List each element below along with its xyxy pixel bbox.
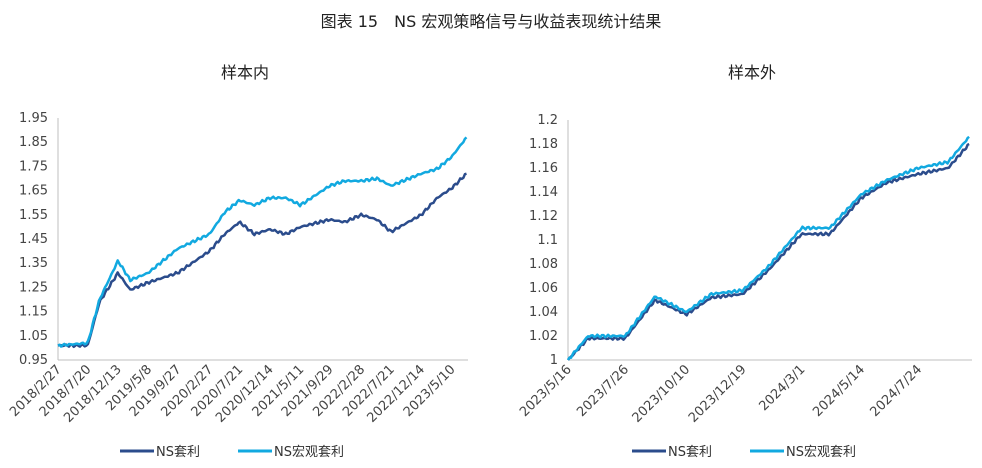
y-tick-label: 1.25 (19, 280, 48, 295)
y-tick-label: 1.95 (19, 111, 48, 126)
y-tick-label: 1.05 (19, 329, 48, 344)
y-tick-label: 1.08 (529, 257, 558, 272)
y-tick-label: 0.95 (19, 353, 48, 368)
y-tick-label: 1.15 (19, 305, 48, 320)
y-tick-label: 1.85 (19, 135, 48, 150)
x-tick-label: 2023/5/16 (517, 362, 575, 420)
chart-1: 样本内 0.95 1.05 1.15 1.25 1.35 1.45 1.55 1.65 1.75 1… (7, 63, 468, 460)
series-line-ns-arb (57, 172, 467, 349)
series-line-ns-arb (567, 142, 970, 361)
y-tick-label: 1.35 (19, 256, 48, 271)
chart-title: 样本内 (221, 63, 269, 82)
legend-label: NS宏观套利 (274, 444, 344, 460)
y-tick-label: 1.04 (529, 305, 558, 320)
chart-2: 样本外 1 1.02 1.04 1.06 1.08 1.1 1.12 1.14 1.16 1.18 1… (517, 63, 972, 460)
chart-title: 样本外 (728, 63, 776, 82)
y-tick-label: 1.45 (19, 232, 48, 247)
series-line-ns-macro-arb (57, 136, 468, 348)
legend-label: NS宏观套利 (786, 444, 856, 460)
x-tick-label: 2023/12/19 (686, 362, 750, 426)
y-tick-label: 1.06 (529, 281, 558, 296)
y-tick-label: 1.75 (19, 159, 48, 174)
legend-label: NS套利 (668, 444, 712, 460)
y-tick-label: 1.55 (19, 208, 48, 223)
x-tick-label: 2024/7/24 (867, 362, 925, 420)
x-tick-label: 2024/3/1 (757, 362, 809, 414)
y-tick-label: 1.1 (537, 233, 558, 248)
y-tick-label: 1.18 (529, 137, 558, 152)
x-tick-label: 2023/10/10 (630, 362, 694, 426)
series-line-ns-macro-arb (566, 135, 970, 361)
y-tick-label: 1.16 (529, 161, 558, 176)
figure-title: 图表 15 NS 宏观策略信号与收益表现统计结果 (320, 12, 662, 31)
y-tick-label: 1.65 (19, 184, 48, 199)
y-tick-label: 1.12 (529, 209, 558, 224)
y-tick-label: 1.14 (529, 185, 558, 200)
x-tick-label: 2024/5/14 (810, 362, 868, 420)
y-tick-label: 1.2 (537, 113, 558, 128)
legend-label: NS套利 (156, 444, 200, 460)
y-tick-label: 1 (550, 353, 558, 368)
y-tick-label: 1.02 (529, 329, 558, 344)
x-tick-label: 2023/7/26 (574, 362, 632, 420)
